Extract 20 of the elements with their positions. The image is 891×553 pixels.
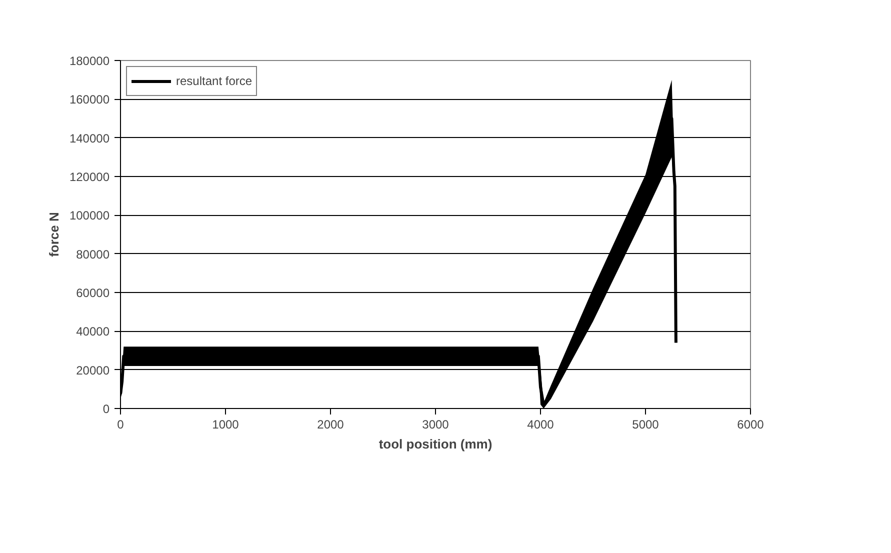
y-axis-title: force N bbox=[46, 212, 62, 257]
y-tick-label: 100000 bbox=[69, 208, 110, 223]
x-tick-label: 4000 bbox=[527, 418, 554, 432]
y-tick-label: 80000 bbox=[76, 247, 110, 262]
y-tick-label: 140000 bbox=[69, 131, 110, 146]
x-tick-label: 6000 bbox=[737, 418, 764, 432]
y-tick-label: 60000 bbox=[76, 286, 110, 300]
x-tick-label: 5000 bbox=[632, 418, 660, 432]
y-tick-label: 160000 bbox=[69, 92, 110, 107]
x-tick-label: 1000 bbox=[212, 418, 240, 432]
y-tick-label: 20000 bbox=[76, 363, 110, 378]
y-tick-label: 120000 bbox=[69, 170, 110, 184]
y-tick-label: 0 bbox=[102, 402, 110, 416]
x-tick-label: 2000 bbox=[317, 418, 344, 432]
x-axis-title: tool position (mm) bbox=[378, 436, 492, 452]
y-tick-label: 40000 bbox=[76, 324, 110, 339]
y-tick-label: 180000 bbox=[69, 54, 110, 68]
legend-label: resultant force bbox=[176, 74, 252, 88]
x-tick-label: 0 bbox=[117, 418, 124, 432]
x-tick-label: 3000 bbox=[422, 418, 450, 432]
